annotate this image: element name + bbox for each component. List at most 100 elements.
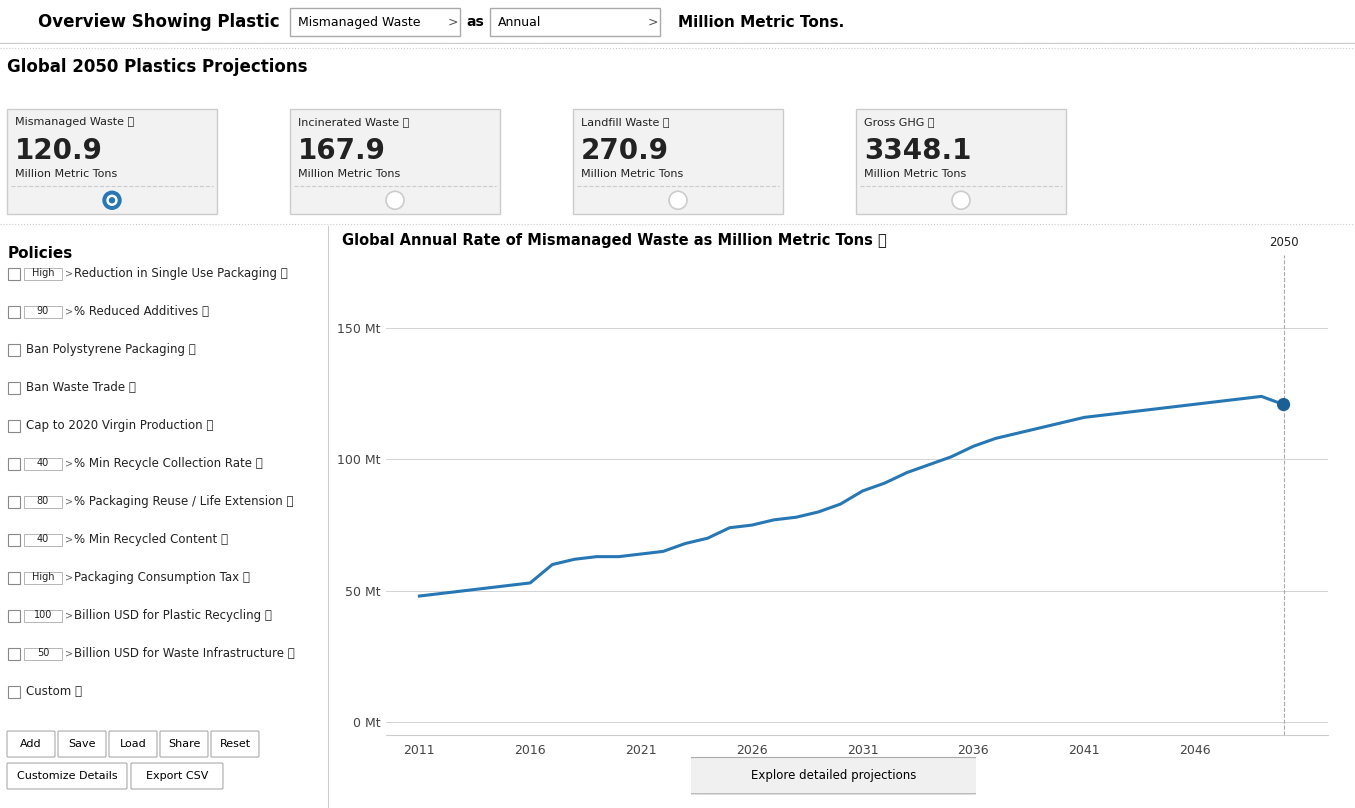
FancyBboxPatch shape bbox=[24, 496, 62, 508]
Text: 167.9: 167.9 bbox=[298, 137, 386, 166]
Circle shape bbox=[110, 198, 115, 203]
Text: >: > bbox=[65, 610, 73, 620]
Text: Ban Polystyrene Packaging ⓘ: Ban Polystyrene Packaging ⓘ bbox=[26, 343, 195, 356]
FancyBboxPatch shape bbox=[8, 610, 20, 622]
FancyBboxPatch shape bbox=[7, 763, 127, 789]
Text: Million Metric Tons: Million Metric Tons bbox=[581, 170, 683, 179]
Text: % Packaging Reuse / Life Extension ⓘ: % Packaging Reuse / Life Extension ⓘ bbox=[75, 494, 294, 507]
Text: Cap to 2020 Virgin Production ⓘ: Cap to 2020 Virgin Production ⓘ bbox=[26, 419, 213, 431]
Text: Million Metric Tons.: Million Metric Tons. bbox=[678, 15, 844, 30]
Text: 270.9: 270.9 bbox=[581, 137, 669, 166]
Text: >: > bbox=[65, 458, 73, 468]
Text: Overview Showing Plastic: Overview Showing Plastic bbox=[38, 13, 280, 32]
FancyBboxPatch shape bbox=[7, 109, 217, 214]
FancyBboxPatch shape bbox=[108, 731, 157, 757]
FancyBboxPatch shape bbox=[7, 731, 56, 757]
FancyBboxPatch shape bbox=[8, 458, 20, 470]
FancyBboxPatch shape bbox=[290, 109, 500, 214]
Text: Global 2050 Plastics Projections: Global 2050 Plastics Projections bbox=[7, 58, 308, 77]
FancyBboxPatch shape bbox=[24, 534, 62, 546]
FancyBboxPatch shape bbox=[24, 648, 62, 660]
Text: 80: 80 bbox=[37, 496, 49, 506]
FancyBboxPatch shape bbox=[131, 763, 224, 789]
FancyBboxPatch shape bbox=[8, 648, 20, 660]
Text: Export CSV: Export CSV bbox=[146, 771, 209, 781]
FancyBboxPatch shape bbox=[8, 496, 20, 508]
Text: 120.9: 120.9 bbox=[15, 137, 103, 166]
FancyBboxPatch shape bbox=[683, 758, 984, 793]
FancyBboxPatch shape bbox=[856, 109, 1066, 214]
FancyBboxPatch shape bbox=[24, 306, 62, 318]
FancyBboxPatch shape bbox=[8, 534, 20, 546]
Text: Global Annual Rate of Mismanaged Waste as Million Metric Tons ⓘ: Global Annual Rate of Mismanaged Waste a… bbox=[343, 233, 888, 248]
Text: Policies: Policies bbox=[8, 246, 73, 261]
Text: >: > bbox=[65, 496, 73, 506]
Text: Share: Share bbox=[168, 739, 201, 749]
FancyBboxPatch shape bbox=[24, 572, 62, 584]
Text: Add: Add bbox=[20, 739, 42, 749]
Text: >: > bbox=[65, 268, 73, 278]
FancyBboxPatch shape bbox=[8, 268, 20, 280]
Text: Packaging Consumption Tax ⓘ: Packaging Consumption Tax ⓘ bbox=[75, 570, 249, 583]
Text: Reset: Reset bbox=[220, 739, 251, 749]
Text: Landfill Waste ⓘ: Landfill Waste ⓘ bbox=[581, 117, 669, 128]
Text: Gross GHG ⓘ: Gross GHG ⓘ bbox=[864, 117, 935, 128]
FancyBboxPatch shape bbox=[24, 268, 62, 280]
Text: Load: Load bbox=[119, 739, 146, 749]
Text: Customize Details: Customize Details bbox=[16, 771, 118, 781]
Text: 50: 50 bbox=[37, 648, 49, 658]
FancyBboxPatch shape bbox=[24, 610, 62, 622]
Text: Mismanaged Waste: Mismanaged Waste bbox=[298, 15, 420, 29]
FancyBboxPatch shape bbox=[8, 382, 20, 394]
Text: as: as bbox=[466, 15, 484, 29]
FancyBboxPatch shape bbox=[8, 686, 20, 698]
Circle shape bbox=[953, 191, 970, 209]
FancyBboxPatch shape bbox=[160, 731, 207, 757]
Text: Mismanaged Waste ⓘ: Mismanaged Waste ⓘ bbox=[15, 117, 134, 128]
Text: 100: 100 bbox=[34, 610, 53, 620]
Text: % Min Recycle Collection Rate ⓘ: % Min Recycle Collection Rate ⓘ bbox=[75, 457, 263, 469]
Point bbox=[1272, 398, 1294, 411]
Circle shape bbox=[103, 191, 121, 209]
Circle shape bbox=[669, 191, 687, 209]
FancyBboxPatch shape bbox=[573, 109, 783, 214]
FancyBboxPatch shape bbox=[8, 420, 20, 432]
Text: >: > bbox=[449, 15, 458, 29]
Text: Billion USD for Waste Infrastructure ⓘ: Billion USD for Waste Infrastructure ⓘ bbox=[75, 646, 295, 659]
Text: Million Metric Tons: Million Metric Tons bbox=[15, 170, 118, 179]
FancyBboxPatch shape bbox=[211, 731, 259, 757]
FancyBboxPatch shape bbox=[491, 8, 660, 36]
Text: 40: 40 bbox=[37, 534, 49, 544]
Text: Billion USD for Plastic Recycling ⓘ: Billion USD for Plastic Recycling ⓘ bbox=[75, 608, 272, 621]
Text: 40: 40 bbox=[37, 458, 49, 468]
FancyBboxPatch shape bbox=[290, 8, 459, 36]
Text: >: > bbox=[65, 534, 73, 544]
Text: Reduction in Single Use Packaging ⓘ: Reduction in Single Use Packaging ⓘ bbox=[75, 267, 287, 280]
Text: >: > bbox=[65, 572, 73, 582]
Text: 2050: 2050 bbox=[1268, 236, 1298, 249]
Text: % Reduced Additives ⓘ: % Reduced Additives ⓘ bbox=[75, 305, 209, 318]
Text: High: High bbox=[31, 268, 54, 278]
Text: Explore detailed projections: Explore detailed projections bbox=[751, 769, 916, 782]
Text: Million Metric Tons: Million Metric Tons bbox=[864, 170, 966, 179]
Text: >: > bbox=[65, 648, 73, 658]
Text: Ban Waste Trade ⓘ: Ban Waste Trade ⓘ bbox=[26, 381, 136, 393]
Text: Save: Save bbox=[68, 739, 96, 749]
FancyBboxPatch shape bbox=[8, 344, 20, 356]
Text: % Min Recycled Content ⓘ: % Min Recycled Content ⓘ bbox=[75, 532, 228, 545]
Text: >: > bbox=[65, 306, 73, 316]
FancyBboxPatch shape bbox=[8, 572, 20, 584]
Text: Million Metric Tons: Million Metric Tons bbox=[298, 170, 400, 179]
Circle shape bbox=[107, 196, 117, 205]
Text: Incinerated Waste ⓘ: Incinerated Waste ⓘ bbox=[298, 117, 409, 128]
Text: Annual: Annual bbox=[499, 15, 542, 29]
FancyBboxPatch shape bbox=[24, 458, 62, 470]
FancyBboxPatch shape bbox=[8, 306, 20, 318]
FancyBboxPatch shape bbox=[58, 731, 106, 757]
Text: Custom ⓘ: Custom ⓘ bbox=[26, 684, 83, 697]
Circle shape bbox=[386, 191, 404, 209]
Text: 90: 90 bbox=[37, 306, 49, 316]
Text: High: High bbox=[31, 572, 54, 582]
Text: >: > bbox=[648, 15, 659, 29]
Text: 3348.1: 3348.1 bbox=[864, 137, 972, 166]
